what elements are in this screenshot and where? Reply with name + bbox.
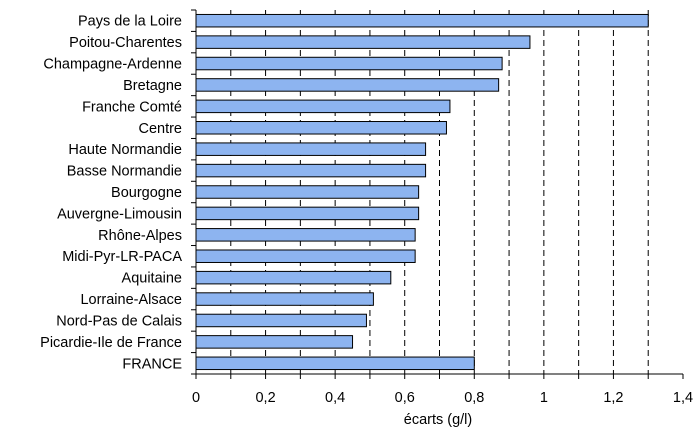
bar-4	[195, 99, 451, 114]
bar-15	[195, 335, 354, 349]
bar-13	[195, 292, 374, 306]
x-tick-label-6: 1,2	[603, 390, 623, 406]
bar-5	[195, 121, 447, 135]
category-label-3: Bretagne	[123, 78, 182, 94]
bar-3	[195, 78, 500, 92]
bar-12	[195, 270, 392, 285]
bar-1	[195, 35, 531, 49]
category-label-5: Centre	[138, 121, 182, 137]
bar-9	[195, 206, 420, 221]
x-tick-label-3: 0,6	[395, 390, 415, 406]
bar-10	[195, 228, 416, 242]
category-label-8: Bourgogne	[111, 185, 182, 201]
bar-2	[195, 56, 503, 71]
bar-14	[195, 313, 367, 328]
category-label-9: Auvergne-Limousin	[57, 206, 182, 222]
category-label-0: Pays de la Loire	[78, 14, 182, 30]
category-label-1: Poitou-Charentes	[69, 35, 182, 51]
bar-0	[195, 13, 649, 28]
x-tick-label-0: 0	[192, 390, 200, 406]
category-label-7: Basse Normandie	[67, 164, 182, 180]
bar-6	[195, 142, 427, 156]
category-labels: Pays de la Loire Poitou-Charentes Champagn…	[40, 14, 182, 373]
category-label-14: Nord-Pas de Calais	[56, 313, 182, 329]
category-label-16: FRANCE	[122, 356, 182, 372]
category-label-10: Rhône-Alpes	[98, 228, 182, 244]
x-tick-label-2: 0,4	[325, 390, 345, 406]
category-label-15: Picardie-Ile de France	[40, 335, 182, 351]
bar-16	[195, 356, 475, 371]
bar-11	[195, 249, 416, 263]
category-label-12: Aquitaine	[122, 271, 182, 287]
category-label-6: Haute Normandie	[68, 142, 182, 158]
bar-7	[195, 163, 427, 178]
category-label-2: Champagne-Ardenne	[43, 57, 182, 73]
bar-8	[195, 185, 420, 199]
category-label-4: Franche Comté	[82, 99, 182, 115]
x-tick-label-5: 1	[540, 390, 548, 406]
x-tick-label-4: 0,8	[464, 390, 484, 406]
category-label-11: Midi-Pyr-LR-PACA	[62, 249, 182, 265]
x-axis-title: écarts (g/l)	[404, 412, 473, 428]
category-label-13: Lorraine-Alsace	[80, 292, 182, 308]
x-tick-label-1: 0,2	[255, 390, 275, 406]
x-tick-labels: 0 0,2 0,4 0,6 0,8 1 1,2 1,4	[192, 390, 693, 406]
x-tick-label-7: 1,4	[673, 390, 693, 406]
bars	[195, 13, 649, 371]
axes	[191, 9, 684, 379]
